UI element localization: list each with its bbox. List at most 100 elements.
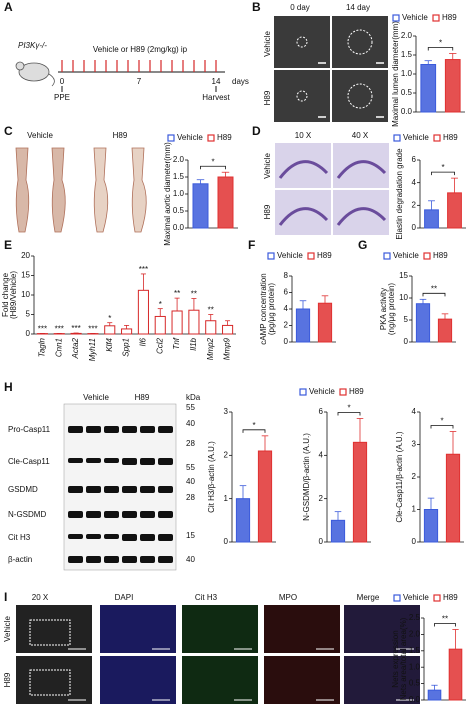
y-axis-label: Nets expression [391, 630, 400, 687]
micrograph [264, 656, 340, 704]
y-tick-label: 1.5 [173, 172, 185, 181]
blot-band [158, 426, 173, 433]
y-tick-label: 1.0 [173, 189, 185, 198]
blot-band [140, 511, 155, 518]
bar [235, 498, 251, 543]
x-tick-label: Cnn1 [54, 338, 63, 357]
start-label: PPE [54, 93, 70, 102]
y-tick-label: 20 [21, 251, 30, 260]
row-label: Vehicle [263, 31, 272, 57]
legend-swatch [432, 14, 440, 22]
y-tick-label: 4 [319, 450, 324, 459]
aorta-image [51, 147, 66, 233]
y-tick-label: 2.0 [401, 31, 413, 40]
significance: *** [55, 325, 64, 334]
mouse-label: PI3Kγ-/- [18, 41, 47, 50]
legend-label: Vehicle [277, 251, 303, 260]
blot-band [140, 426, 155, 433]
histology-image [333, 143, 389, 188]
y-tick-label: 4 [284, 304, 289, 313]
y-tick-label: 0 [412, 223, 417, 232]
day-label: 0 [60, 77, 65, 86]
legend-label: H89 [433, 251, 448, 260]
y-tick-label: 10 [21, 290, 30, 299]
y-tick-label: 1 [412, 505, 417, 514]
y-tick-label: 0 [26, 329, 31, 338]
lumen-outline [347, 29, 373, 55]
blot-band [158, 486, 173, 493]
row-label: Vehicle [3, 616, 12, 642]
y-axis-label: (ng/μg protein) [387, 283, 396, 336]
micrograph [100, 605, 176, 653]
legend-swatch [393, 134, 401, 142]
significance: ** [191, 290, 197, 299]
y-tick-label: 0.5 [173, 206, 185, 215]
aorta-image [15, 147, 30, 233]
ultrasound-image [332, 16, 388, 68]
micrograph [264, 605, 340, 653]
blot-band [122, 426, 137, 433]
y-tick-label: 2.0 [173, 155, 185, 164]
y-tick-label: 15 [399, 271, 408, 280]
y-tick-label: 15 [21, 271, 30, 280]
legend-swatch [299, 388, 307, 396]
legend-label: H89 [317, 251, 332, 260]
micrograph [182, 656, 258, 704]
blot-band [122, 534, 137, 541]
ultrasound-image [274, 70, 330, 122]
y-tick-label: 6 [319, 407, 324, 416]
legend-label: Vehicle [309, 387, 335, 396]
significance: * [252, 421, 255, 430]
bar [420, 64, 437, 113]
kda-marker: 55 [186, 403, 195, 412]
significance-bracket [427, 47, 454, 51]
blot-band [68, 511, 83, 518]
end-label: Harvest [202, 93, 230, 102]
blot-band [68, 534, 83, 539]
significance-bracket [430, 425, 454, 429]
y-tick-label: 3 [412, 440, 417, 449]
y-tick-label: 2 [284, 321, 289, 330]
legend-label: H89 [443, 133, 458, 142]
bar [424, 209, 439, 229]
legend-label: Vehicle [403, 133, 429, 142]
legend-swatch [207, 134, 215, 142]
blot-band [86, 458, 101, 463]
x-tick-label: Mmp9 [223, 337, 232, 360]
blot-band [122, 556, 137, 563]
significance-bracket [200, 165, 226, 170]
y-tick-label: 0 [284, 337, 289, 346]
significance: * [441, 163, 444, 172]
bar [217, 176, 234, 229]
y-tick-label: 0.0 [409, 695, 421, 704]
lumen-outline [296, 36, 308, 48]
panel-label: E [4, 238, 12, 252]
micrograph [182, 605, 258, 653]
panel-label: D [252, 124, 261, 138]
blot-band [140, 534, 155, 541]
col-label: MPO [279, 593, 297, 602]
y-tick-label: 0.0 [173, 223, 185, 232]
lumen-outline [347, 83, 373, 109]
x-tick-label: Ccl2 [155, 337, 164, 354]
blot-band [158, 511, 173, 518]
significance: *** [38, 325, 47, 334]
kda-marker: 55 [186, 463, 195, 472]
y-tick-label: 1.0 [409, 662, 421, 671]
kda-marker: 40 [186, 555, 195, 564]
significance: * [211, 157, 214, 166]
ultrasound-image [332, 70, 388, 122]
y-tick-label: 2 [412, 200, 417, 209]
blot-band [86, 426, 101, 433]
histology-image [333, 190, 389, 235]
blot-band [68, 486, 83, 493]
blot-band [140, 458, 155, 465]
panel-label: G [358, 238, 367, 252]
blot-band [122, 486, 137, 493]
y-tick-label: 2 [412, 472, 417, 481]
blot-band [104, 556, 119, 563]
legend-swatch [393, 594, 401, 602]
blot-band [122, 511, 137, 518]
blot-band [140, 556, 155, 563]
y-tick-label: 1.5 [401, 50, 413, 59]
